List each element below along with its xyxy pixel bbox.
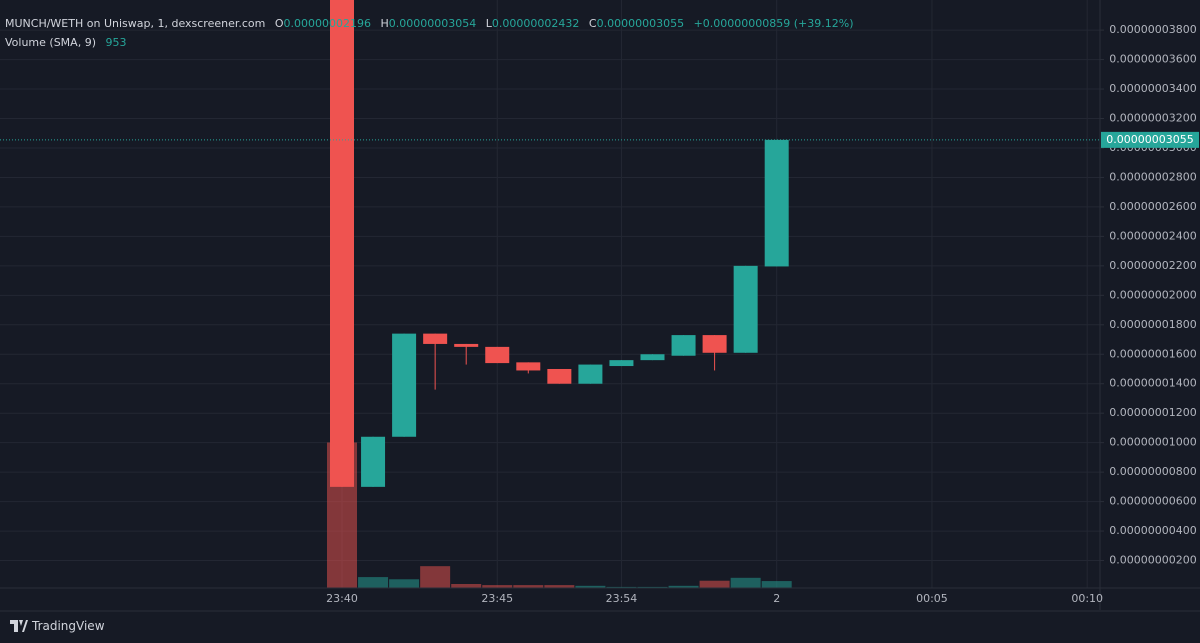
volume-title: Volume (SMA, 9) [5, 36, 96, 49]
close-label: C [588, 17, 597, 30]
grid [0, 0, 1100, 588]
y-tick-label: 0.00000001400 [1109, 377, 1196, 390]
volume-row: Volume (SMA, 9) 953 [5, 33, 854, 52]
y-tick-label: 0.00000003200 [1109, 112, 1196, 125]
last-price-label: 0.00000003055 [1106, 133, 1193, 146]
candle-body [423, 333, 448, 344]
candle-body [764, 139, 789, 267]
candle-body [485, 346, 510, 364]
volume-value: 953 [105, 36, 127, 49]
volume-bar [761, 581, 792, 588]
volume-bar [451, 583, 482, 588]
y-tick-label: 0.00000001800 [1109, 318, 1196, 331]
volume-bar [482, 585, 513, 588]
x-tick-label: 23:45 [481, 592, 513, 605]
axes: 0.00000000200 0.00000000400 0.00000000600 0… [326, 23, 1199, 605]
y-tick-label: 0.00000001600 [1109, 347, 1196, 360]
volume-bar [420, 566, 451, 588]
last-price-box [1101, 131, 1199, 148]
candle-body [392, 333, 417, 437]
y-tick-label: 0.00000001000 [1109, 436, 1196, 449]
high-value: 0.00000003054 [388, 17, 477, 30]
candle-body [454, 343, 479, 347]
volume-bar [389, 579, 420, 588]
close-value: 0.00000003055 [596, 17, 685, 30]
y-tick-label: 0.00000001200 [1109, 406, 1196, 419]
high-label: H [380, 17, 389, 30]
volume-bar [668, 585, 699, 588]
y-tick-label: 0.00000003600 [1109, 53, 1196, 66]
open-value: 0.00000002196 [283, 17, 372, 30]
y-tick-label: 0.00000000800 [1109, 465, 1196, 478]
y-tick-label: 0.00000002200 [1109, 259, 1196, 272]
legend: MUNCH/WETH on Uniswap, 1, dexscreener.co… [5, 14, 854, 52]
y-tick-label: 0.00000003800 [1109, 23, 1196, 36]
candle-body [640, 354, 665, 361]
x-tick-label: 00:05 [916, 592, 948, 605]
y-tick-label: 0.00000002600 [1109, 200, 1196, 213]
x-tick-label: 23:40 [326, 592, 358, 605]
candle-body [578, 364, 603, 384]
y-tick-label: 0.00000002000 [1109, 288, 1196, 301]
y-tick-label: 0.00000002800 [1109, 170, 1196, 183]
x-tick-label: 2 [773, 592, 780, 605]
symbol-title: MUNCH/WETH on Uniswap, 1, dexscreener.co… [5, 17, 266, 30]
volume-bar [730, 577, 761, 588]
candle-body [671, 335, 696, 356]
plot-area [0, 0, 1100, 588]
low-label: L [485, 17, 492, 30]
volume-bar [699, 580, 730, 588]
y-tick-label: 0.00000003400 [1109, 82, 1196, 95]
brand-logo [10, 620, 28, 632]
volume-bar [544, 585, 575, 588]
candle-body [516, 362, 541, 371]
volume-bar [358, 577, 389, 588]
candle-body [361, 436, 386, 487]
volume-bar [575, 585, 606, 588]
y-tick-label: 0.00000000400 [1109, 524, 1196, 537]
y-tick-label: 0.00000000200 [1109, 554, 1196, 567]
x-tick-label: 23:54 [606, 592, 638, 605]
legend-row: MUNCH/WETH on Uniswap, 1, dexscreener.co… [5, 14, 854, 33]
candle-body [609, 360, 634, 367]
low-value: 0.00000002432 [491, 17, 580, 30]
candle-body [702, 335, 727, 353]
x-tick-label: 00:10 [1071, 592, 1103, 605]
volume-bar [637, 586, 668, 588]
y-tick-label: 0.00000002400 [1109, 229, 1196, 242]
brand-text: TradingView [32, 619, 105, 633]
candle-body [330, 0, 354, 487]
candle-body [733, 265, 758, 353]
volume-bar [513, 585, 544, 588]
volume-bar [606, 586, 637, 588]
candle-body [547, 368, 572, 384]
y-tick-label: 0.00000000600 [1109, 495, 1196, 508]
change-value: +0.00000000859 (+39.12%) [693, 17, 854, 30]
branding[interactable]: TradingView [10, 619, 105, 633]
open-label: O [274, 17, 284, 30]
